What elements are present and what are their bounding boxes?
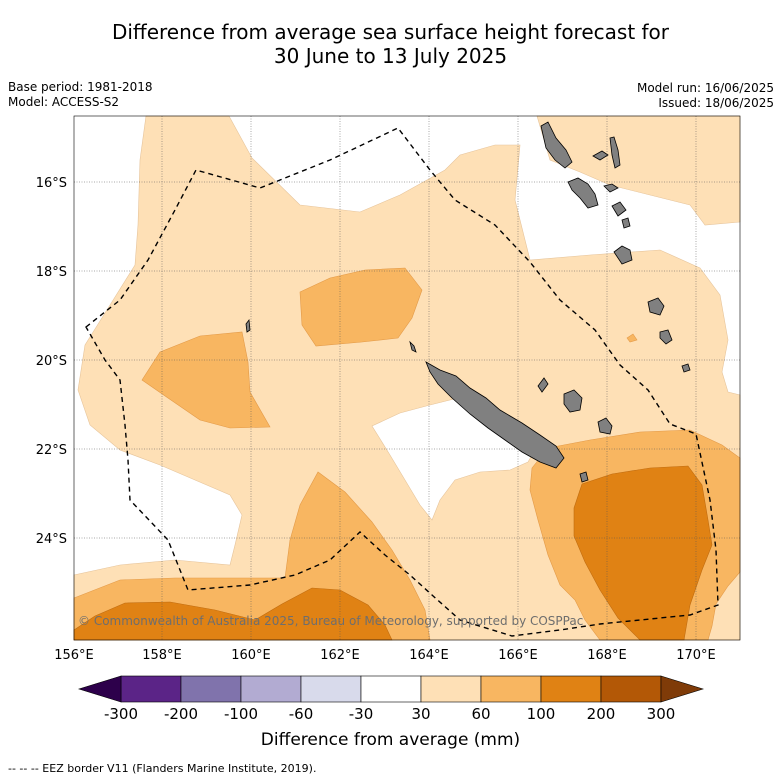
map-title-line2: 30 June to 13 July 2025 [273,44,508,68]
colorbar-tick-label: 30 [411,705,431,723]
colorbar-segment [360,675,422,703]
loyalty-island-3 [537,377,549,393]
colorbar-segment [540,675,602,703]
latitude-labels: 16°S 18°S 20°S 22°S 24°S [36,176,67,547]
colorbar-tick-label: 60 [471,705,491,723]
lon-label: 168°E [587,648,627,663]
anomaly-region-60-100-north [299,267,423,347]
colorbar-segment [480,675,542,703]
colorbar-tick-label: 200 [586,705,616,723]
lat-label: 20°S [36,354,67,369]
map-title-line1: Difference from average sea surface heig… [111,20,670,44]
model-run: Model run: 16/06/2025 [636,81,774,95]
colorbar-tick-label: -60 [288,705,314,723]
vanuatu-island-3 [609,136,621,169]
issued-date: Issued: 18/06/2025 [658,96,774,110]
vanuatu-island-8 [613,245,633,265]
colorbar-segment [300,675,362,703]
colorbar-under-arrow [77,675,122,703]
colorbar-segment [120,675,182,703]
vanuatu-island-2 [592,150,609,161]
right-meta: Model run: 16/06/2025 Issued: 18/06/2025 [637,81,774,111]
anomaly-region-60-100-west [141,331,271,429]
vanuatu-island-6 [611,201,627,217]
lat-label: 22°S [36,443,67,458]
new-caledonia-island [425,361,565,469]
lon-label: 166°E [498,648,538,663]
model-name: Model: ACCESS-S2 [8,95,120,109]
colorbar-over-arrow [660,675,705,703]
anomaly-region-100-200-east [573,465,713,641]
chesterfield-island [245,318,251,333]
copyright-notice: © Commonwealth of Australia 2025, Bureau… [78,614,584,628]
colorbar [77,675,705,703]
eez-border [85,127,719,637]
longitude-labels: 156°E 158°E 160°E 162°E 164°E 166°E 168°… [54,648,716,663]
eez-legend-note: -- -- -- EEZ border V11 (Flanders Marine… [8,762,317,775]
colorbar-title: Difference from average (mm) [260,730,521,750]
vanuatu-island-1 [540,121,573,169]
anomaly-region-100-200-south [73,587,393,641]
loyalty-island-1 [563,389,583,413]
colorbar-segment [600,675,662,703]
small-island-1 [409,340,417,353]
island-south-1 [579,471,589,483]
colorbar-segment [420,675,482,703]
base-period: Base period: 1981-2018 [8,80,153,94]
colorbar-segment [240,675,302,703]
lon-label: 156°E [54,648,94,663]
lat-label: 16°S [36,176,67,191]
lat-label: 18°S [36,265,67,280]
island-east-1 [647,297,665,316]
vanuatu-island-4 [567,177,599,209]
island-east-2 [659,329,673,345]
lon-label: 170°E [676,648,716,663]
map-frame [73,115,741,641]
lon-label: 158°E [142,648,182,663]
colorbar-tick-label: -30 [348,705,374,723]
lon-label: 164°E [409,648,449,663]
loyalty-island-2 [597,417,613,435]
lon-label: 162°E [320,648,360,663]
land-areas [245,121,691,483]
lon-label: 160°E [231,648,271,663]
colorbar-tick-label: -100 [223,705,259,723]
colorbar-tick-label: 300 [646,705,676,723]
colorbar-segment [180,675,242,703]
map-gridlines [74,116,740,640]
left-meta: Base period: 1981-2018 Model: ACCESS-S2 [8,80,153,110]
vanuatu-island-5 [603,183,619,193]
colorbar-tick-label: 100 [526,705,556,723]
island-east-3 [681,363,691,373]
lat-label: 24°S [36,532,67,547]
vanuatu-island-7 [621,217,631,229]
colorbar-tick-label: -200 [163,705,199,723]
colorbar-tick-label: -300 [103,705,139,723]
anomaly-dot-60-100 [626,333,638,343]
